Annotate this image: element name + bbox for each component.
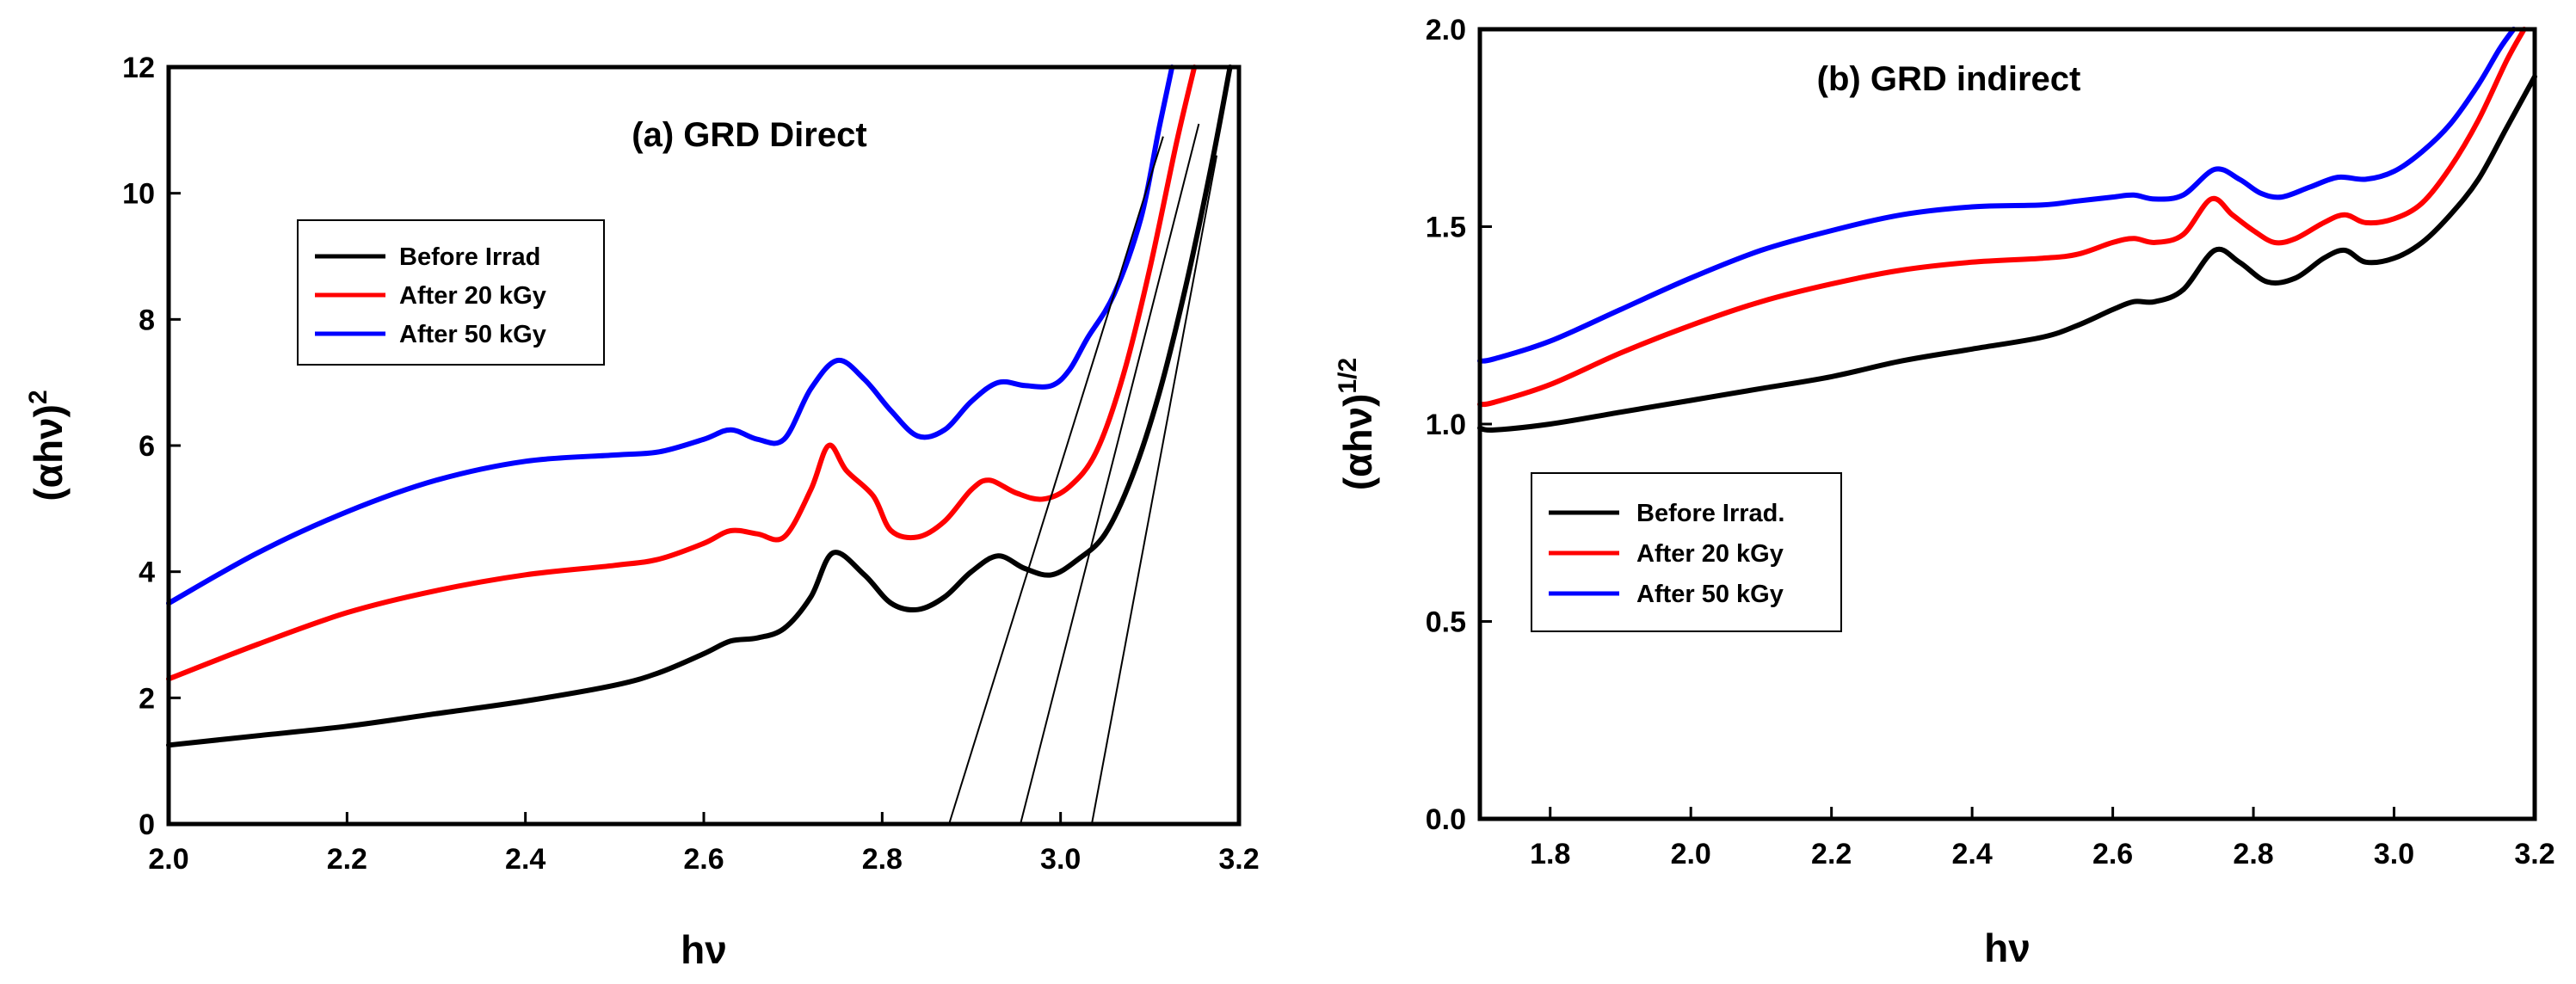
panel-a-x-tick-label: 3.2 [1218, 843, 1259, 876]
panel-b-series-before-irrad [1477, 74, 2537, 434]
panel-b-y-tick-label: 0.0 [1426, 803, 1466, 836]
panel-a-title: (a) GRD Direct [632, 116, 866, 154]
panel-b-y-tick-label: 1.5 [1426, 212, 1466, 244]
legend-a-label-before-irrad: Before Irrad [399, 243, 540, 271]
panel-b-y-tick-label: 0.5 [1426, 606, 1466, 639]
legend-a-label-after-20-kgy: After 20 kGy [399, 282, 546, 310]
panel-a-x-tick-label: 2.4 [505, 843, 545, 876]
panel-b-x-tick-label: 2.0 [1671, 838, 1711, 870]
panel-b-y-ticks: 0.0 0.5 1.0 1.5 2.0 [1426, 14, 1492, 836]
panel-a-y-tick-label: 2 [139, 682, 155, 715]
panel-a-x-tick-label: 2.2 [327, 843, 367, 876]
panel-a-series-after-20-kgy [166, 65, 1198, 682]
panel-b-x-tick-label: 1.8 [1530, 838, 1570, 870]
panel-b-x-tick-label: 2.8 [2233, 838, 2273, 870]
panel-a-x-tick-label: 3.0 [1040, 843, 1081, 876]
panel-a-x-ticks: 2.0 2.2 2.4 2.6 2.8 3.0 3.2 [148, 812, 1260, 876]
panel-b-y-axis-label-base: (αhν) [1335, 394, 1380, 491]
panel-a-y-axis-label: (αhν)2 [24, 390, 71, 501]
panel-a-tangent-line-1 [948, 136, 1164, 825]
panel-a-y-tick-label: 4 [139, 557, 155, 589]
panel-a-y-axis-label-base: (αhν) [26, 404, 71, 501]
panel-a-tangent-lines [948, 123, 1218, 825]
panel-b-data-lines [1477, 27, 2537, 434]
panel-a-y-axis-label-exponent: 2 [24, 390, 52, 404]
panel-a-y-tick-label: 12 [122, 52, 155, 84]
panel-a-direct-chart: 0 2 4 6 8 10 12 2.0 2.2 2.4 2.6 2.8 3.0 3.2 (a) GRD … [24, 52, 1260, 972]
panel-a-y-tick-label: 6 [139, 430, 155, 463]
panel-a-x-tick-label: 2.8 [862, 843, 903, 876]
panel-b-x-tick-label: 2.2 [1811, 838, 1852, 870]
panel-a-series-before-irrad [166, 65, 1233, 748]
legend-b-label-before-irrad: Before Irrad. [1636, 500, 1784, 527]
panel-a-x-tick-label: 2.0 [148, 843, 188, 876]
panel-b-series-after-20-kgy [1477, 27, 2527, 408]
panel-a-x-tick-label: 2.6 [683, 843, 724, 876]
legend-b-label-after-20-kgy: After 20 kGy [1636, 540, 1784, 568]
panel-b-x-tick-label: 2.4 [1952, 838, 1993, 870]
panel-b-y-axis-label-exponent: 1/2 [1334, 358, 1362, 394]
panel-a-tangent-line-3 [1090, 155, 1218, 825]
panel-a-series-after-50-kgy [166, 65, 1175, 606]
panel-b-y-axis-label: (αhν)1/2 [1334, 358, 1380, 490]
panel-b-y-tick-label: 1.0 [1426, 409, 1466, 441]
panel-b-indirect-chart: 0.0 0.5 1.0 1.5 2.0 1.8 2.0 2.2 2.4 2.6 2.8 3.0 3.2… [1334, 14, 2555, 970]
panel-b-x-ticks: 1.8 2.0 2.2 2.4 2.6 2.8 3.0 3.2 [1530, 807, 2555, 870]
panel-b-x-tick-label: 3.2 [2514, 838, 2554, 870]
panel-a-y-tick-label: 10 [122, 178, 155, 211]
panel-a-legend: Before Irrad After 20 kGy After 50 kGy [297, 219, 605, 366]
panel-a-y-tick-label: 0 [139, 809, 155, 841]
panel-b-legend: Before Irrad. After 20 kGy After 50 kGy [1531, 472, 1842, 632]
panel-a-y-ticks: 0 2 4 6 8 10 12 [122, 52, 181, 841]
legend-a-label-after-50-kgy: After 50 kGy [399, 321, 546, 348]
panel-b-title: (b) GRD indirect [1817, 60, 2081, 98]
panel-b-series-after-50-kgy [1477, 27, 2517, 364]
panel-a-legend-box [297, 219, 605, 366]
panel-a-y-tick-label: 8 [139, 304, 155, 336]
panel-a-plot-frame [166, 65, 1242, 827]
panel-a-data-lines [166, 65, 1233, 748]
panel-b-y-tick-label: 2.0 [1426, 14, 1466, 46]
legend-b-label-after-50-kgy: After 50 kGy [1636, 581, 1784, 608]
panel-b-x-axis-label: hν [1984, 926, 2031, 970]
panel-a-x-axis-label: hν [681, 927, 727, 972]
panel-b-x-tick-label: 2.6 [2092, 838, 2133, 870]
panel-b-plot-frame [1477, 27, 2537, 821]
panel-a-tangent-line-2 [1020, 123, 1200, 825]
panel-b-x-tick-label: 3.0 [2374, 838, 2414, 870]
